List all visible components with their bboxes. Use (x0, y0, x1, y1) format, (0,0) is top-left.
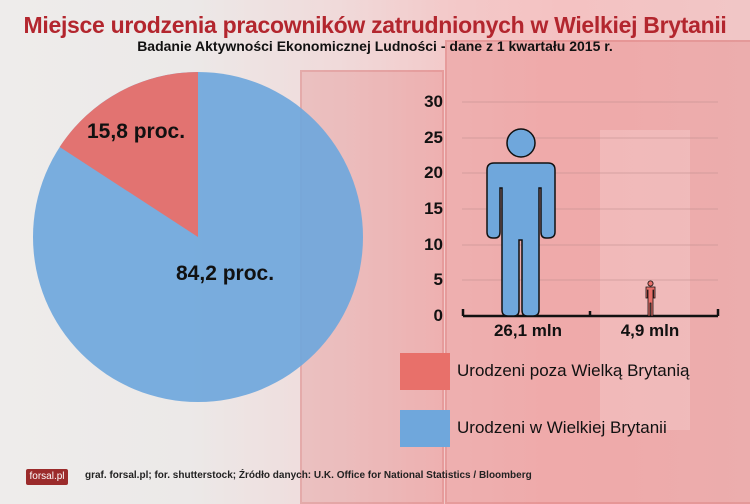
person-icon-uk-born (486, 128, 556, 317)
category-label-foreign-born: 4,9 mln (620, 321, 680, 340)
forsal-logo: forsal.pl (26, 469, 68, 485)
background-phone-booth (445, 40, 750, 504)
y-tick: 10 (424, 235, 443, 254)
y-tick: 20 (424, 163, 443, 182)
y-tick: 25 (424, 128, 443, 147)
pie-slice-foreign-born (59, 71, 199, 237)
legend-swatch-uk-born (400, 410, 450, 447)
legend-label-foreign-born: Urodzeni poza Wielką Brytanią (457, 361, 690, 380)
y-tick: 0 (433, 306, 443, 325)
person-icon-foreign-born (645, 280, 656, 317)
chart-title: Miejsce urodzenia pracowników zatrudnion… (23, 12, 727, 38)
legend-swatch-foreign-born (400, 353, 450, 390)
y-tick: 15 (424, 199, 443, 218)
y-tick: 30 (424, 92, 443, 111)
category-label-uk-born: 26,1 mln (493, 321, 563, 340)
pie-label-uk-born: 84,2 proc. (176, 262, 275, 285)
pie-label-foreign-born: 15,8 proc. (87, 120, 186, 143)
chart-subtitle: Badanie Aktywności Ekonomicznej Ludności… (137, 38, 613, 54)
footer-credits: graf. forsal.pl; for. shutterstock; Źród… (85, 470, 532, 481)
y-tick: 5 (433, 270, 443, 289)
legend-label-uk-born: Urodzeni w Wielkiej Brytanii (457, 418, 667, 437)
